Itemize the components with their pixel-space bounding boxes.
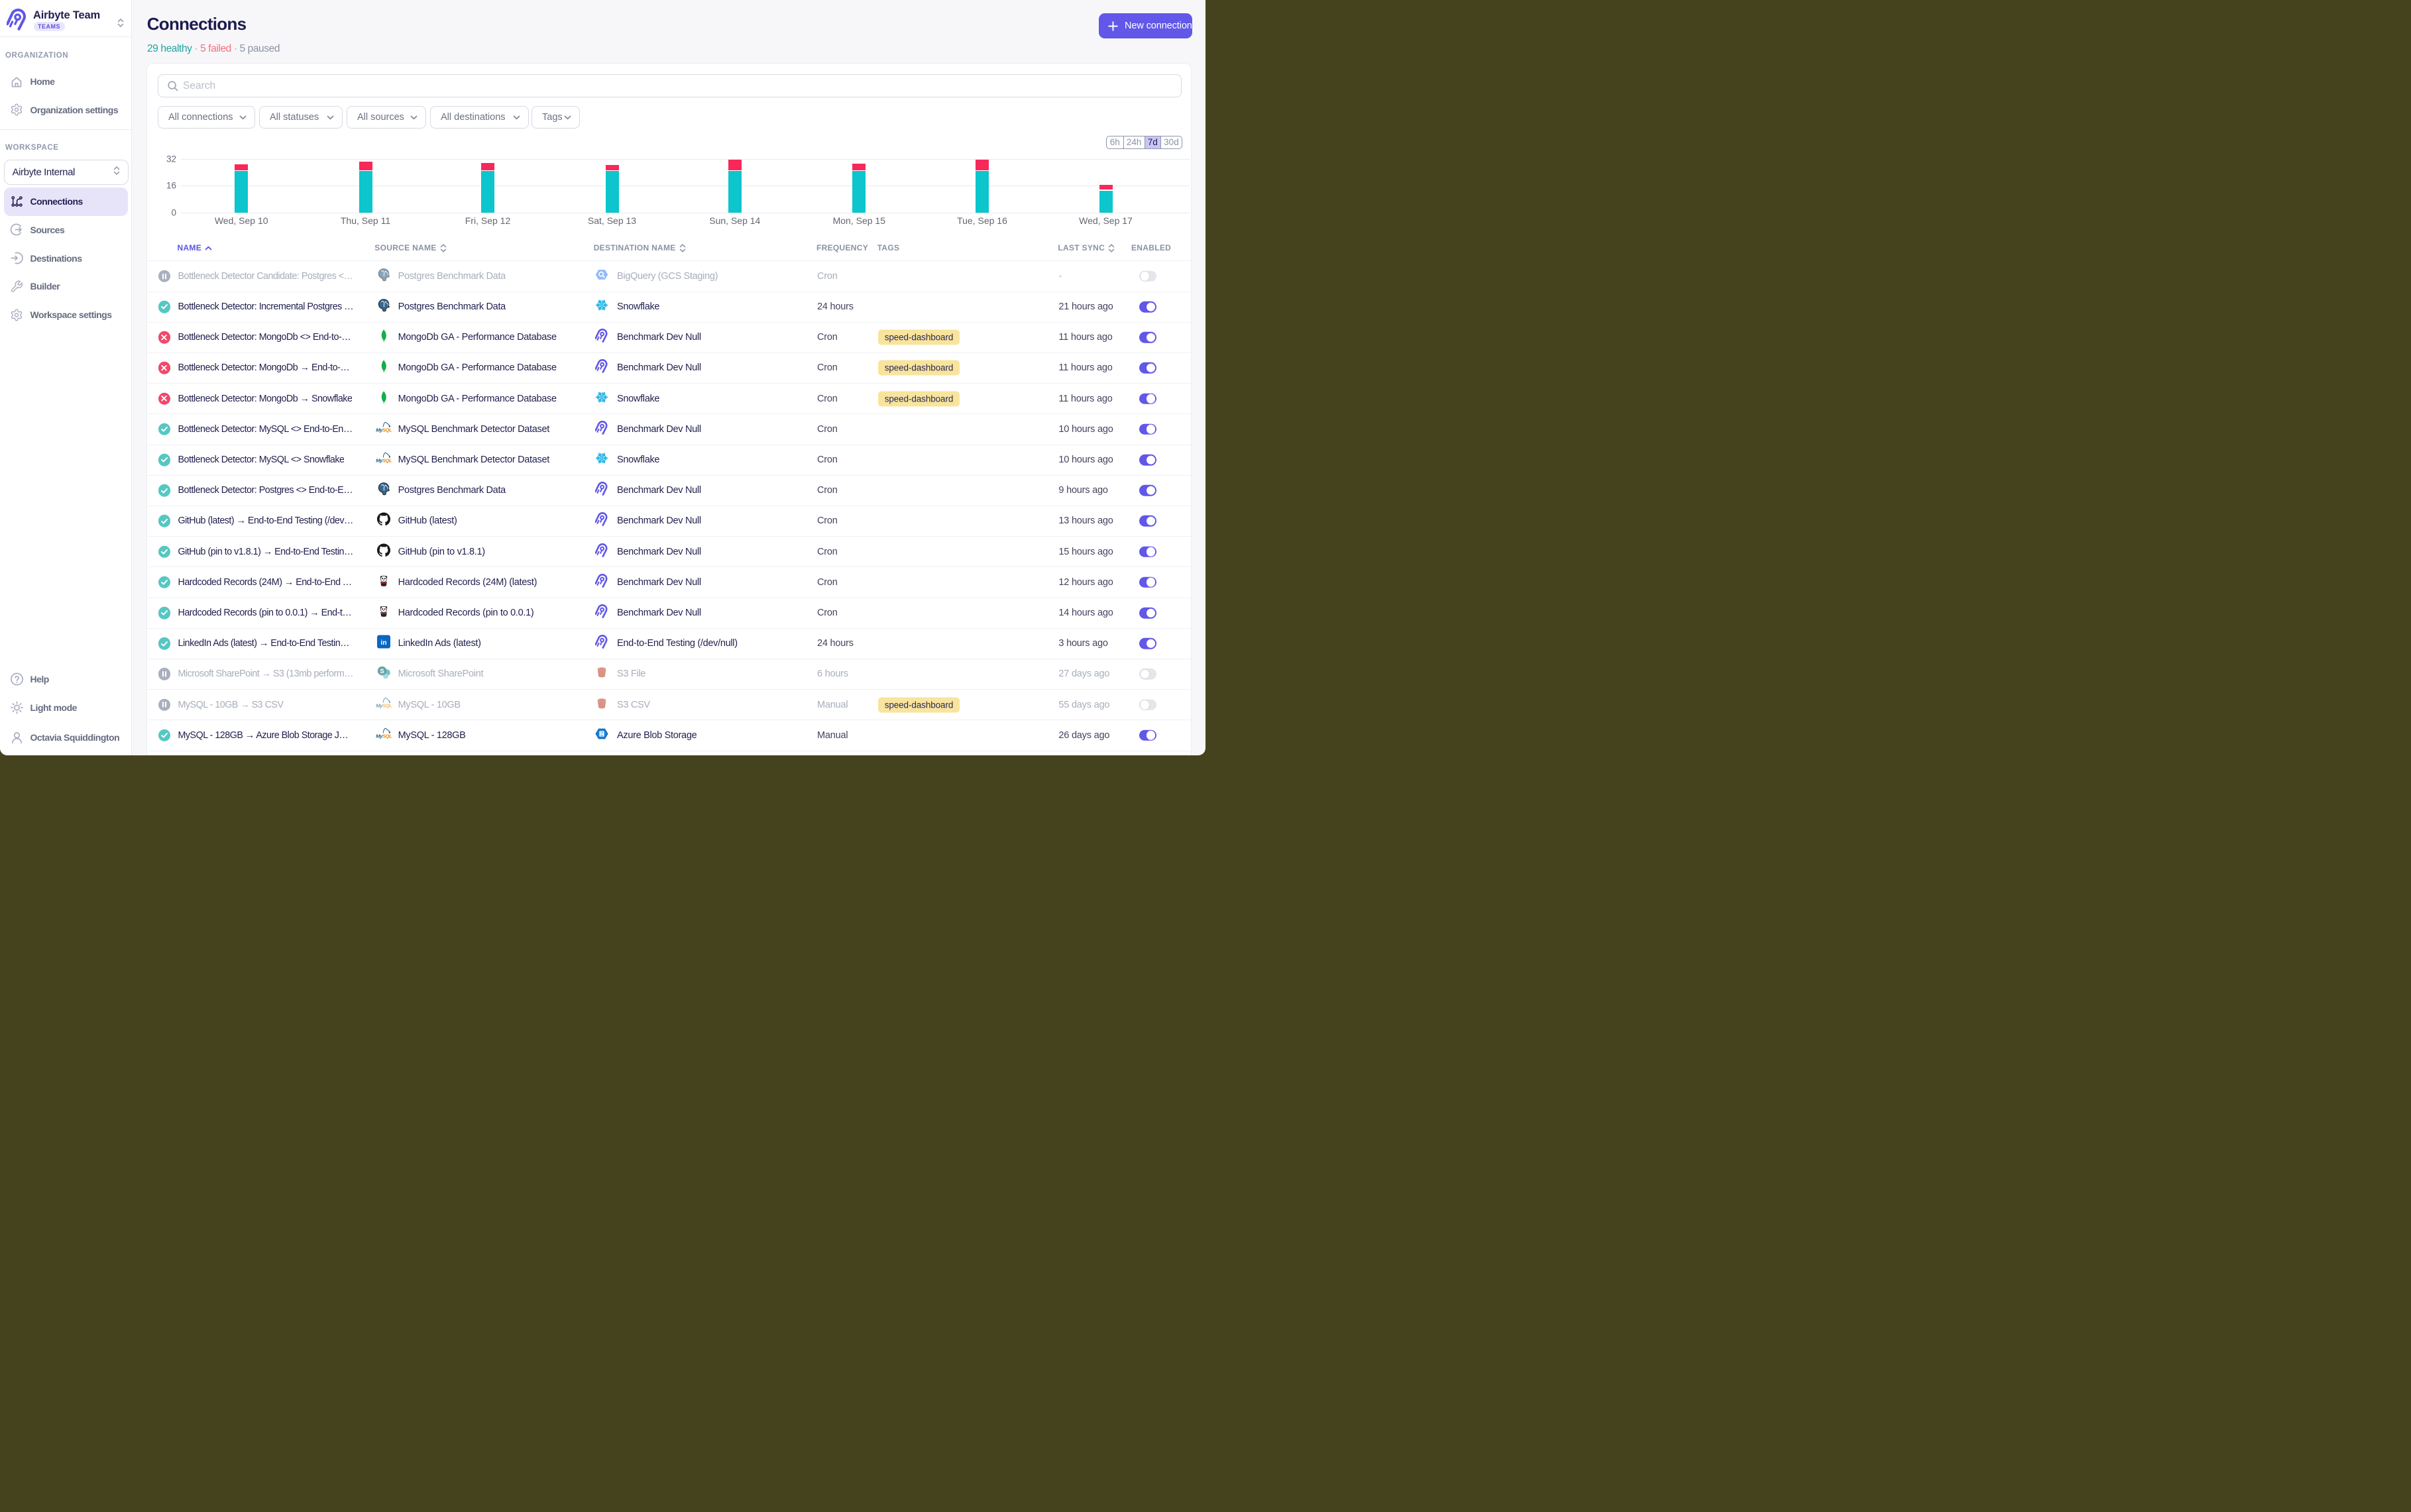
svg-text:in: in	[380, 639, 386, 647]
svg-text:01: 01	[600, 734, 602, 737]
svg-text:MySQL..: MySQL..	[376, 702, 392, 708]
svg-text:MySQL..: MySQL..	[376, 427, 392, 433]
svg-text:MySQL..: MySQL..	[376, 733, 392, 739]
svg-text:10: 10	[600, 731, 602, 734]
svg-text:S: S	[380, 668, 384, 675]
svg-text:MySQL..: MySQL..	[376, 458, 392, 464]
